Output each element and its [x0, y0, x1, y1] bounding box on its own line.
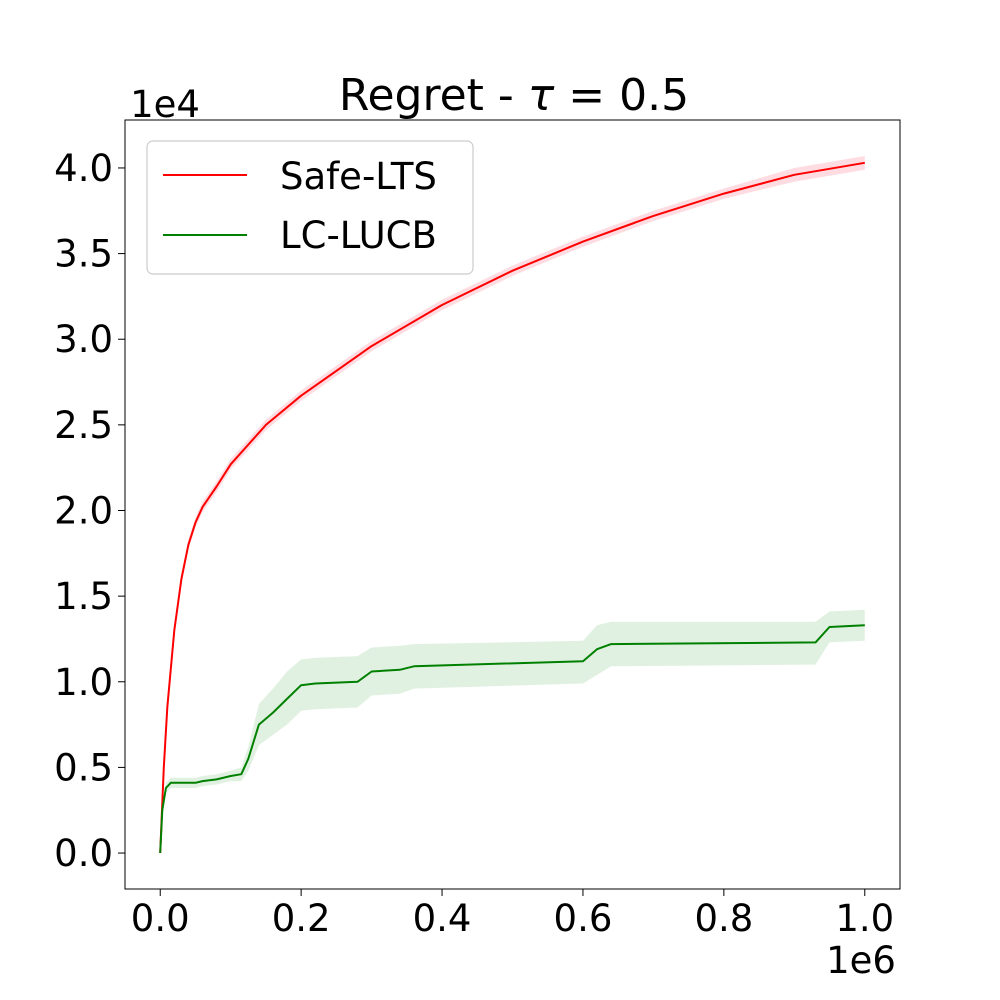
y-tick-label: 1.0	[54, 661, 113, 704]
x-axis: 0.0 0.2 0.4 0.6 0.8 1.0	[131, 889, 894, 940]
x-tick-label: 0.6	[554, 897, 613, 940]
y-tick-label: 2.0	[54, 489, 113, 532]
y-tick-label: 4.0	[54, 147, 113, 190]
chart-title: Regret - τ = 0.5	[339, 70, 689, 121]
y-tick-label: 0.0	[54, 832, 113, 875]
series-line-lc-lucb	[159, 624, 865, 854]
y-tick-label: 1.5	[54, 575, 113, 618]
legend-label-safe-lts: Safe-LTS	[280, 155, 437, 198]
series-line-safe-lts	[159, 161, 865, 854]
plot-frame	[124, 119, 901, 890]
y-tick-label: 3.0	[54, 318, 113, 361]
y-tick-label: 3.5	[54, 233, 113, 276]
legend-label-lc-lucb: LC-LUCB	[280, 214, 437, 257]
x-tick-label: 1.0	[835, 897, 894, 940]
chart-title-suffix: = 0.5	[554, 70, 689, 121]
y-tick-label: 0.5	[54, 746, 113, 789]
chart-title-symbol: τ	[528, 70, 555, 121]
band-lc-lucb	[160, 609, 865, 853]
y-axis: 0.0 0.5 1.0 1.5 2.0 2.5 3.0 3.5 4.0	[54, 147, 125, 875]
confidence-bands	[160, 156, 865, 853]
legend: Safe-LTS LC-LUCB	[146, 140, 474, 275]
series-lines	[159, 161, 865, 854]
x-tick-label: 0.2	[272, 897, 331, 940]
x-tick-label: 0.0	[131, 897, 190, 940]
x-tick-label: 0.4	[413, 897, 472, 940]
y-tick-label: 2.5	[54, 404, 113, 447]
x-tick-label: 0.8	[694, 897, 753, 940]
chart-title-prefix: Regret -	[339, 70, 528, 121]
y-axis-multiplier: 1e4	[130, 83, 200, 126]
x-axis-multiplier: 1e6	[826, 939, 896, 982]
